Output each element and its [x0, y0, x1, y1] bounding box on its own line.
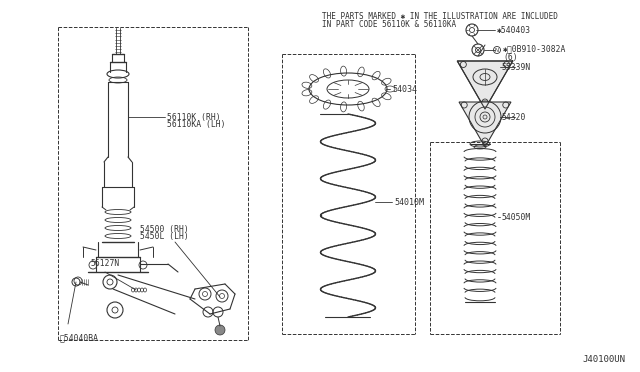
Text: ❔54040BA: ❔54040BA — [60, 334, 99, 343]
Text: ✱␸0B910-3082A: ✱␸0B910-3082A — [503, 45, 566, 54]
Text: IN PART CODE 56110K & 56110KA: IN PART CODE 56110K & 56110KA — [322, 20, 456, 29]
Text: 54010M: 54010M — [394, 198, 424, 206]
Polygon shape — [459, 102, 511, 147]
Text: THE PARTS MARKED ✱ IN THE ILLUSTRATION ARE INCLUDED: THE PARTS MARKED ✱ IN THE ILLUSTRATION A… — [322, 12, 558, 21]
Text: 54050M: 54050M — [502, 212, 531, 221]
Text: 54034: 54034 — [392, 84, 417, 93]
Text: 56127N: 56127N — [90, 259, 119, 267]
Circle shape — [215, 325, 225, 335]
Text: 56110K (RH): 56110K (RH) — [167, 112, 221, 122]
Text: J40100UN: J40100UN — [582, 355, 625, 364]
Text: 56110KA (LH): 56110KA (LH) — [167, 119, 225, 128]
Text: 55339N: 55339N — [502, 62, 531, 71]
Text: 54500 (RH): 54500 (RH) — [140, 224, 189, 234]
Text: ✱540403: ✱540403 — [497, 26, 531, 35]
Text: 5450L (LH): 5450L (LH) — [140, 231, 189, 241]
Polygon shape — [458, 61, 513, 109]
Text: 54320: 54320 — [502, 112, 526, 122]
Text: (6): (6) — [503, 52, 518, 61]
Text: N: N — [495, 48, 499, 52]
